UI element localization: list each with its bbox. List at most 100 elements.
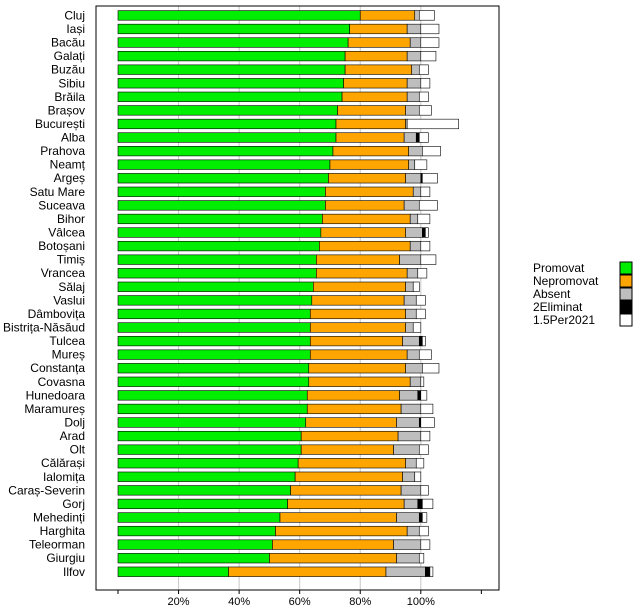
category-label: Botoșani [38,239,85,253]
bar-segment [406,349,420,360]
x-axis: 20% 40% 60% 80% 100% [117,590,482,608]
bar-segment [117,213,323,225]
bar-segment [117,281,314,292]
bar-segment [412,322,422,333]
bar-segment [409,376,422,387]
bar-segment [422,512,428,523]
category-label: Sibiu [58,76,85,90]
bar-segment [420,23,440,35]
bar-segment [418,105,432,116]
bar-segment [420,403,434,415]
bar-segment [418,335,423,347]
bar-segment [117,512,281,523]
bar-segment [117,240,320,252]
bar-row [117,458,425,469]
bar-segment [385,566,426,577]
category-label: Vâlcea [48,226,85,240]
bar-row [117,64,429,75]
bar-row [117,159,428,170]
bar-row [117,200,438,211]
bar-row [117,349,432,360]
bar-segment [117,335,311,347]
category-labels: ClujIașiBacăuGalațiBuzăuSibiuBrăilaBrașo… [3,8,86,578]
category-label: Argeș [54,171,85,185]
bar-segment [400,403,422,415]
bar-row [117,430,431,442]
bar-row [117,308,426,320]
bar-segment [420,390,428,401]
legend-label: Absent [533,287,571,301]
bar-row [117,37,440,48]
bar-segment [405,308,417,320]
bar-segment [417,213,431,225]
bar-segment [309,349,408,360]
category-label: Neamț [50,158,86,172]
bar-segment [117,91,343,102]
bar-segment [117,159,331,170]
legend: PromovatNepromovatAbsent2Eliminat1.5Per2… [533,261,633,327]
bar-segment [297,458,406,469]
bar-segment [418,444,429,455]
bar-row [117,173,438,184]
bar-segment [409,37,422,48]
category-label: Bihor [57,212,85,226]
bar-segment [290,485,402,496]
bar-segment [117,539,273,550]
category-label: Dâmbovița [28,307,86,321]
bar-segment [417,498,423,510]
category-label: Hunedoara [26,388,86,402]
bar-segment [422,363,440,374]
bar-segment [418,132,429,143]
x-tick-label: 60% [289,596,311,608]
bar-row [117,240,431,252]
category-label: Mureș [52,348,85,362]
bar-segment [117,105,338,116]
bar-segment [406,23,422,35]
bar-segment [403,132,417,143]
bar-segment [425,566,431,577]
bar-segment [412,186,422,197]
legend-label: Nepromovat [533,274,599,288]
bar-segment [399,254,422,265]
bar-segment [341,91,408,102]
bar-segment [309,335,403,347]
category-label: Tulcea [49,334,85,348]
bar-row [117,213,431,225]
bar-segment [306,403,402,415]
bar-segment [117,471,296,482]
bar-segment [300,430,399,442]
category-label: Olt [70,443,86,457]
bar-segment [406,525,420,537]
x-tick-label: 20% [168,596,190,608]
bar-segment [335,118,406,130]
bar-segment [308,376,411,387]
x-tick-label: 40% [228,596,250,608]
bar-segment [418,91,429,102]
bar-row [117,132,429,143]
bar-segment [425,227,429,238]
bar-segment [396,512,420,523]
bar-segment [117,308,311,320]
bar-segment [117,498,288,510]
category-label: Giurgiu [46,551,85,565]
category-label: Constanța [30,361,85,375]
bar-row [117,553,425,564]
bar-segment [117,51,346,62]
bar-segment [415,458,425,469]
category-label: Brăila [54,90,85,104]
bar-segment [418,525,429,537]
bar-segment [117,146,334,157]
bar-segment [117,254,317,265]
bar-row [117,376,425,387]
bar-segment [422,498,434,510]
bar-segment [117,566,229,577]
category-label: Sălaj [58,280,85,294]
bar-row [117,417,435,428]
legend-item: Nepromovat [533,274,633,288]
bar-row [117,498,434,510]
category-label: Caraș-Severin [8,483,85,497]
bar-row [117,91,429,102]
category-label: Vrancea [41,266,86,280]
bar-segment [329,159,409,170]
bar-row [117,322,422,333]
